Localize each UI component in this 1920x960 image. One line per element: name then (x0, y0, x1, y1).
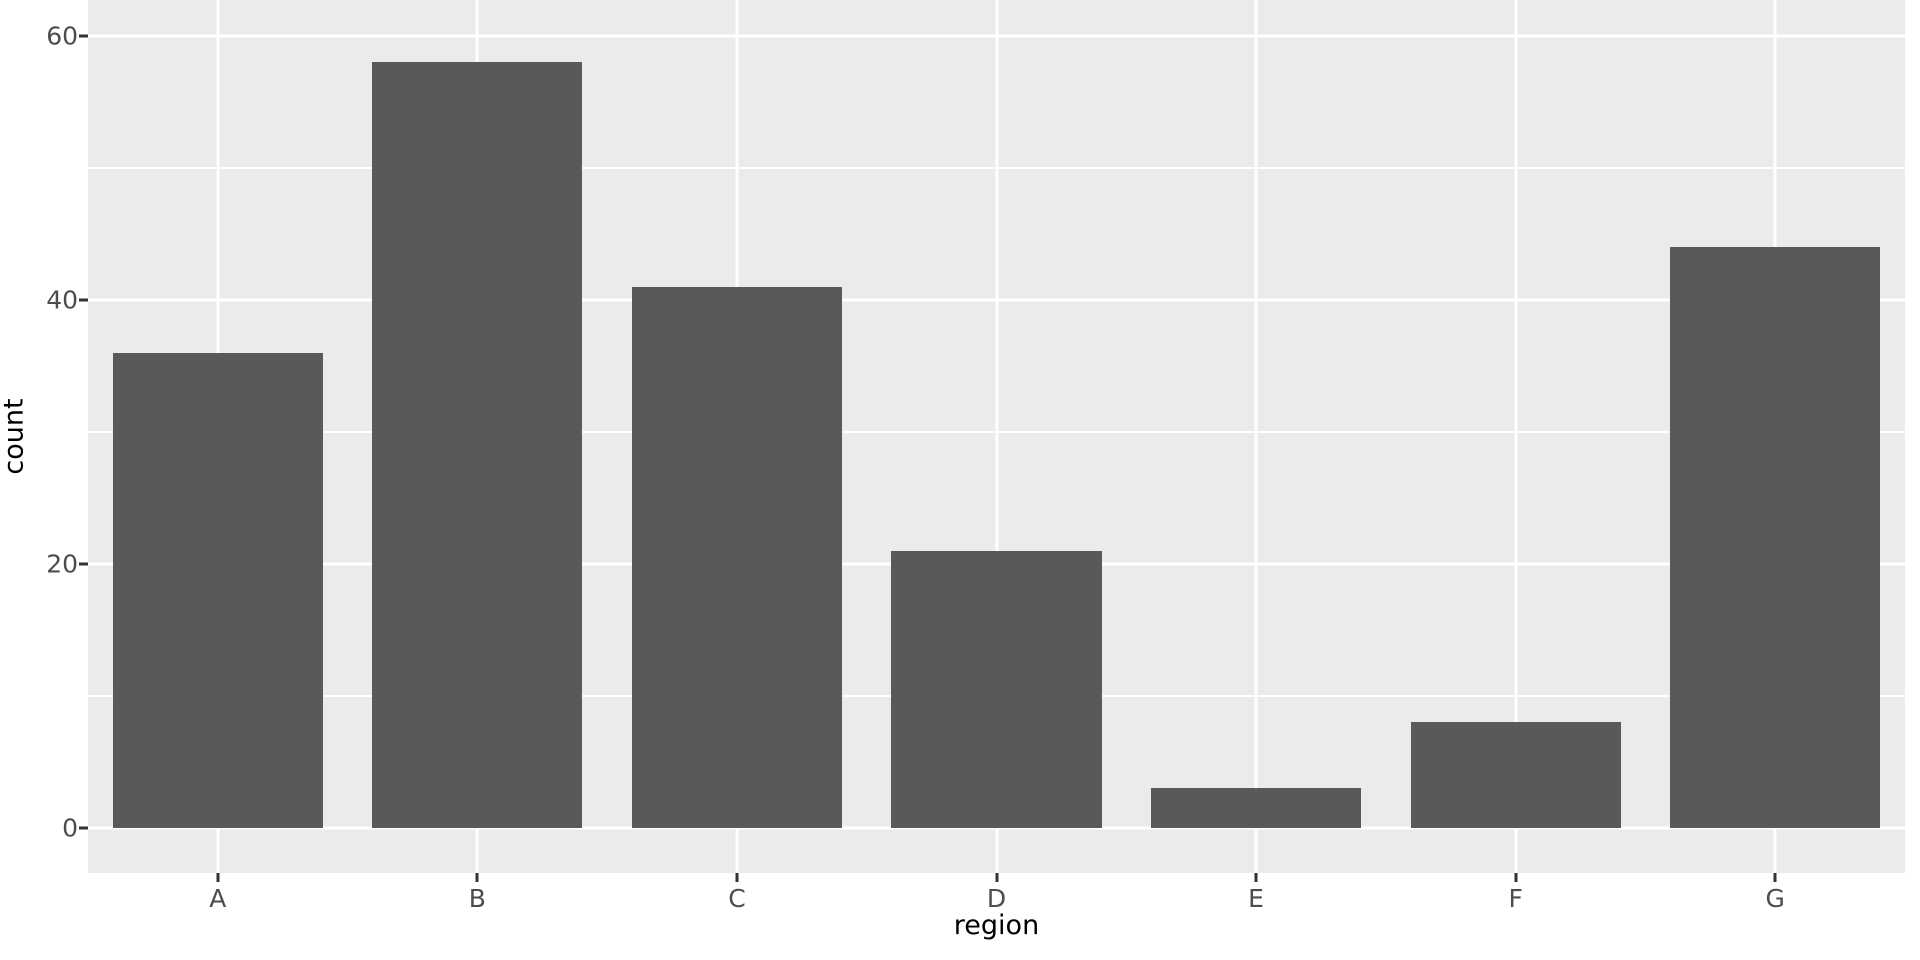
gridline-major-x (1514, 0, 1518, 873)
y-tick-label: 20 (46, 549, 78, 579)
y-tick-label: 40 (46, 285, 78, 315)
bar[interactable] (1150, 788, 1362, 828)
x-tick-mark (735, 873, 739, 882)
y-tick-label: 60 (46, 21, 78, 51)
x-tick-label: E (1248, 884, 1264, 913)
y-tick-mark (79, 34, 88, 38)
x-tick-mark (475, 873, 479, 882)
x-tick-mark (1514, 873, 1518, 882)
gridline-major-x (1254, 0, 1258, 873)
x-tick-label: D (986, 884, 1007, 913)
bar[interactable] (112, 352, 323, 828)
y-tick-mark (79, 562, 88, 566)
y-axis-tick-labels: 0 20 40 60 (12, 0, 78, 873)
x-tick-mark (1254, 873, 1258, 882)
y-tick-mark (79, 826, 88, 830)
plot-panel (88, 0, 1905, 873)
x-tick-label: G (1765, 884, 1785, 913)
y-tick-mark (79, 298, 88, 302)
bar[interactable] (631, 286, 843, 828)
bar[interactable] (891, 550, 1102, 828)
x-tick-label: F (1508, 884, 1523, 913)
bar[interactable] (372, 62, 583, 828)
y-tick-label: 0 (62, 813, 78, 843)
x-tick-mark (995, 873, 998, 882)
x-tick-label: A (209, 884, 227, 913)
gridline-major-x (995, 0, 998, 873)
bar[interactable] (1670, 247, 1881, 828)
x-tick-mark (1773, 873, 1777, 882)
x-tick-mark (216, 873, 220, 882)
x-tick-label: C (728, 884, 746, 913)
x-tick-label: B (468, 884, 486, 913)
x-axis-title: region (953, 910, 1040, 941)
bar[interactable] (1410, 722, 1621, 828)
